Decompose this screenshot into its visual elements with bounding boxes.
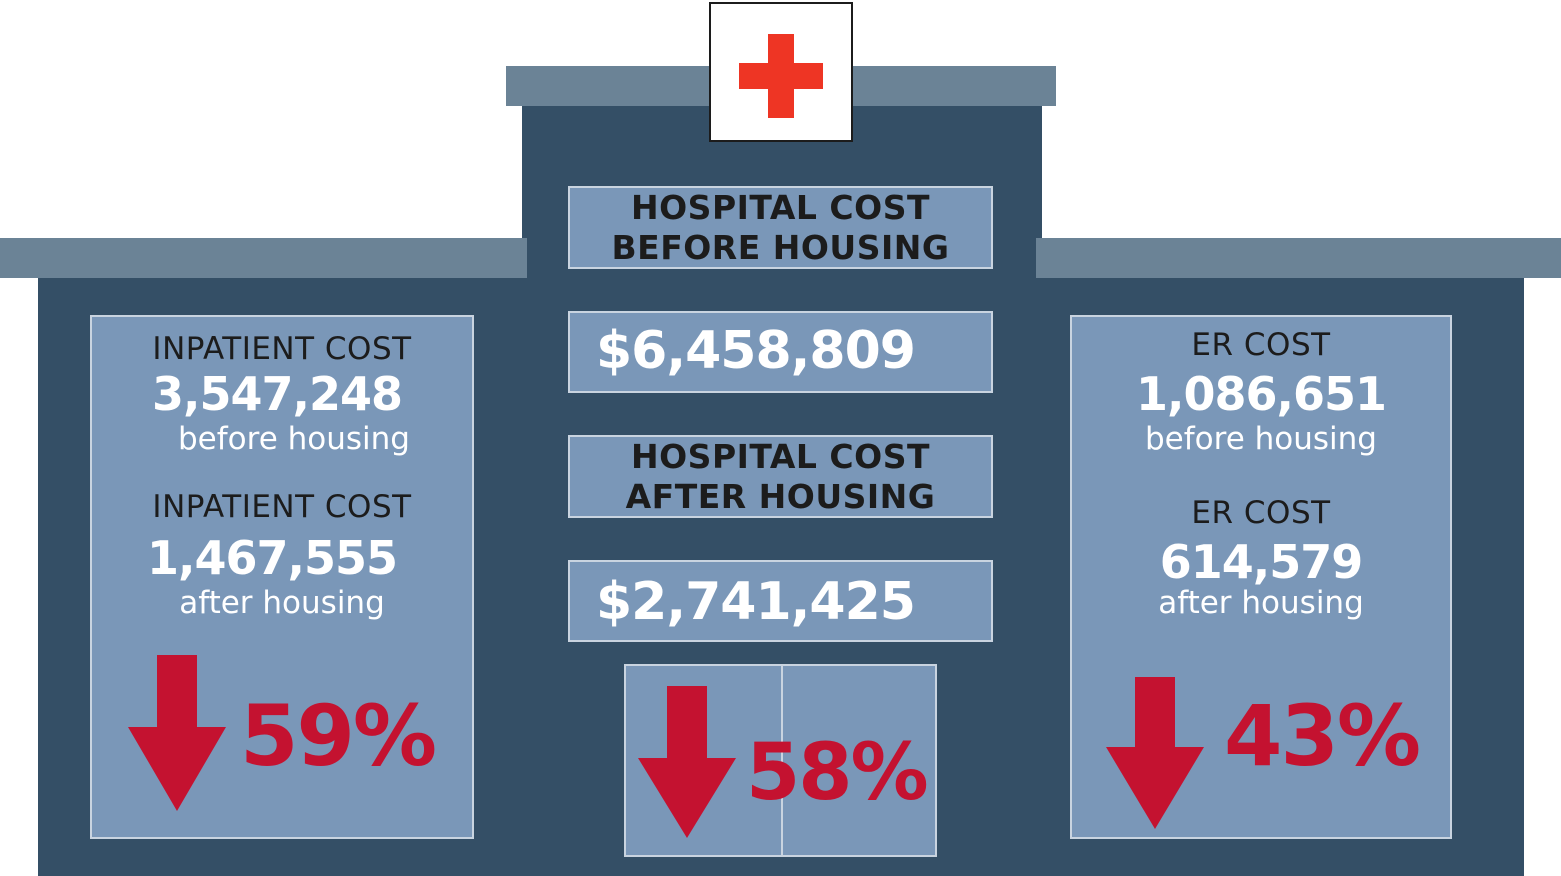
inpatient-label-after: INPATIENT COST: [152, 489, 412, 525]
er-value-before: 1,086,651: [1136, 367, 1387, 421]
inpatient-note-before: before housing: [178, 421, 410, 457]
red-cross-icon: [739, 34, 823, 118]
inpatient-panel: INPATIENT COST 3,547,248 before housing …: [90, 315, 474, 839]
er-note-after: after housing: [1158, 585, 1364, 621]
er-reduction: 43%: [1224, 687, 1421, 785]
roof-right: [1036, 238, 1561, 278]
before-amount: $6,458,809: [596, 321, 916, 381]
before-heading-line2: BEFORE HOUSING: [611, 228, 950, 267]
down-arrow-icon: [1106, 677, 1204, 829]
er-note-before: before housing: [1145, 421, 1377, 457]
after-amount: $2,741,425: [596, 572, 916, 632]
before-amount-panel: $6,458,809: [568, 311, 993, 393]
down-arrow-icon: [128, 655, 226, 811]
after-amount-panel: $2,741,425: [568, 560, 993, 642]
after-housing-heading-panel: HOSPITAL COST AFTER HOUSING: [568, 435, 993, 518]
down-arrow-icon: [638, 686, 736, 838]
after-heading-line2: AFTER HOUSING: [625, 477, 936, 516]
total-reduction: 58%: [746, 728, 929, 818]
inpatient-value-before: 3,547,248: [152, 367, 403, 421]
inpatient-value-after: 1,467,555: [147, 531, 398, 585]
roof-left: [0, 238, 527, 278]
center-door-panel: 58%: [624, 664, 937, 857]
er-value-after: 614,579: [1159, 535, 1364, 589]
before-housing-heading-panel: HOSPITAL COST BEFORE HOUSING: [568, 186, 993, 269]
er-label-before: ER COST: [1191, 327, 1331, 363]
door-divider: [781, 666, 783, 855]
er-panel: ER COST 1,086,651 before housing ER COST…: [1070, 315, 1452, 839]
inpatient-reduction: 59%: [240, 687, 437, 785]
inpatient-note-after: after housing: [179, 585, 385, 621]
inpatient-label-before: INPATIENT COST: [152, 331, 412, 367]
er-label-after: ER COST: [1191, 495, 1331, 531]
before-heading-line1: HOSPITAL COST: [631, 188, 930, 227]
after-heading-line1: HOSPITAL COST: [631, 437, 930, 476]
hospital-sign: [709, 2, 853, 142]
